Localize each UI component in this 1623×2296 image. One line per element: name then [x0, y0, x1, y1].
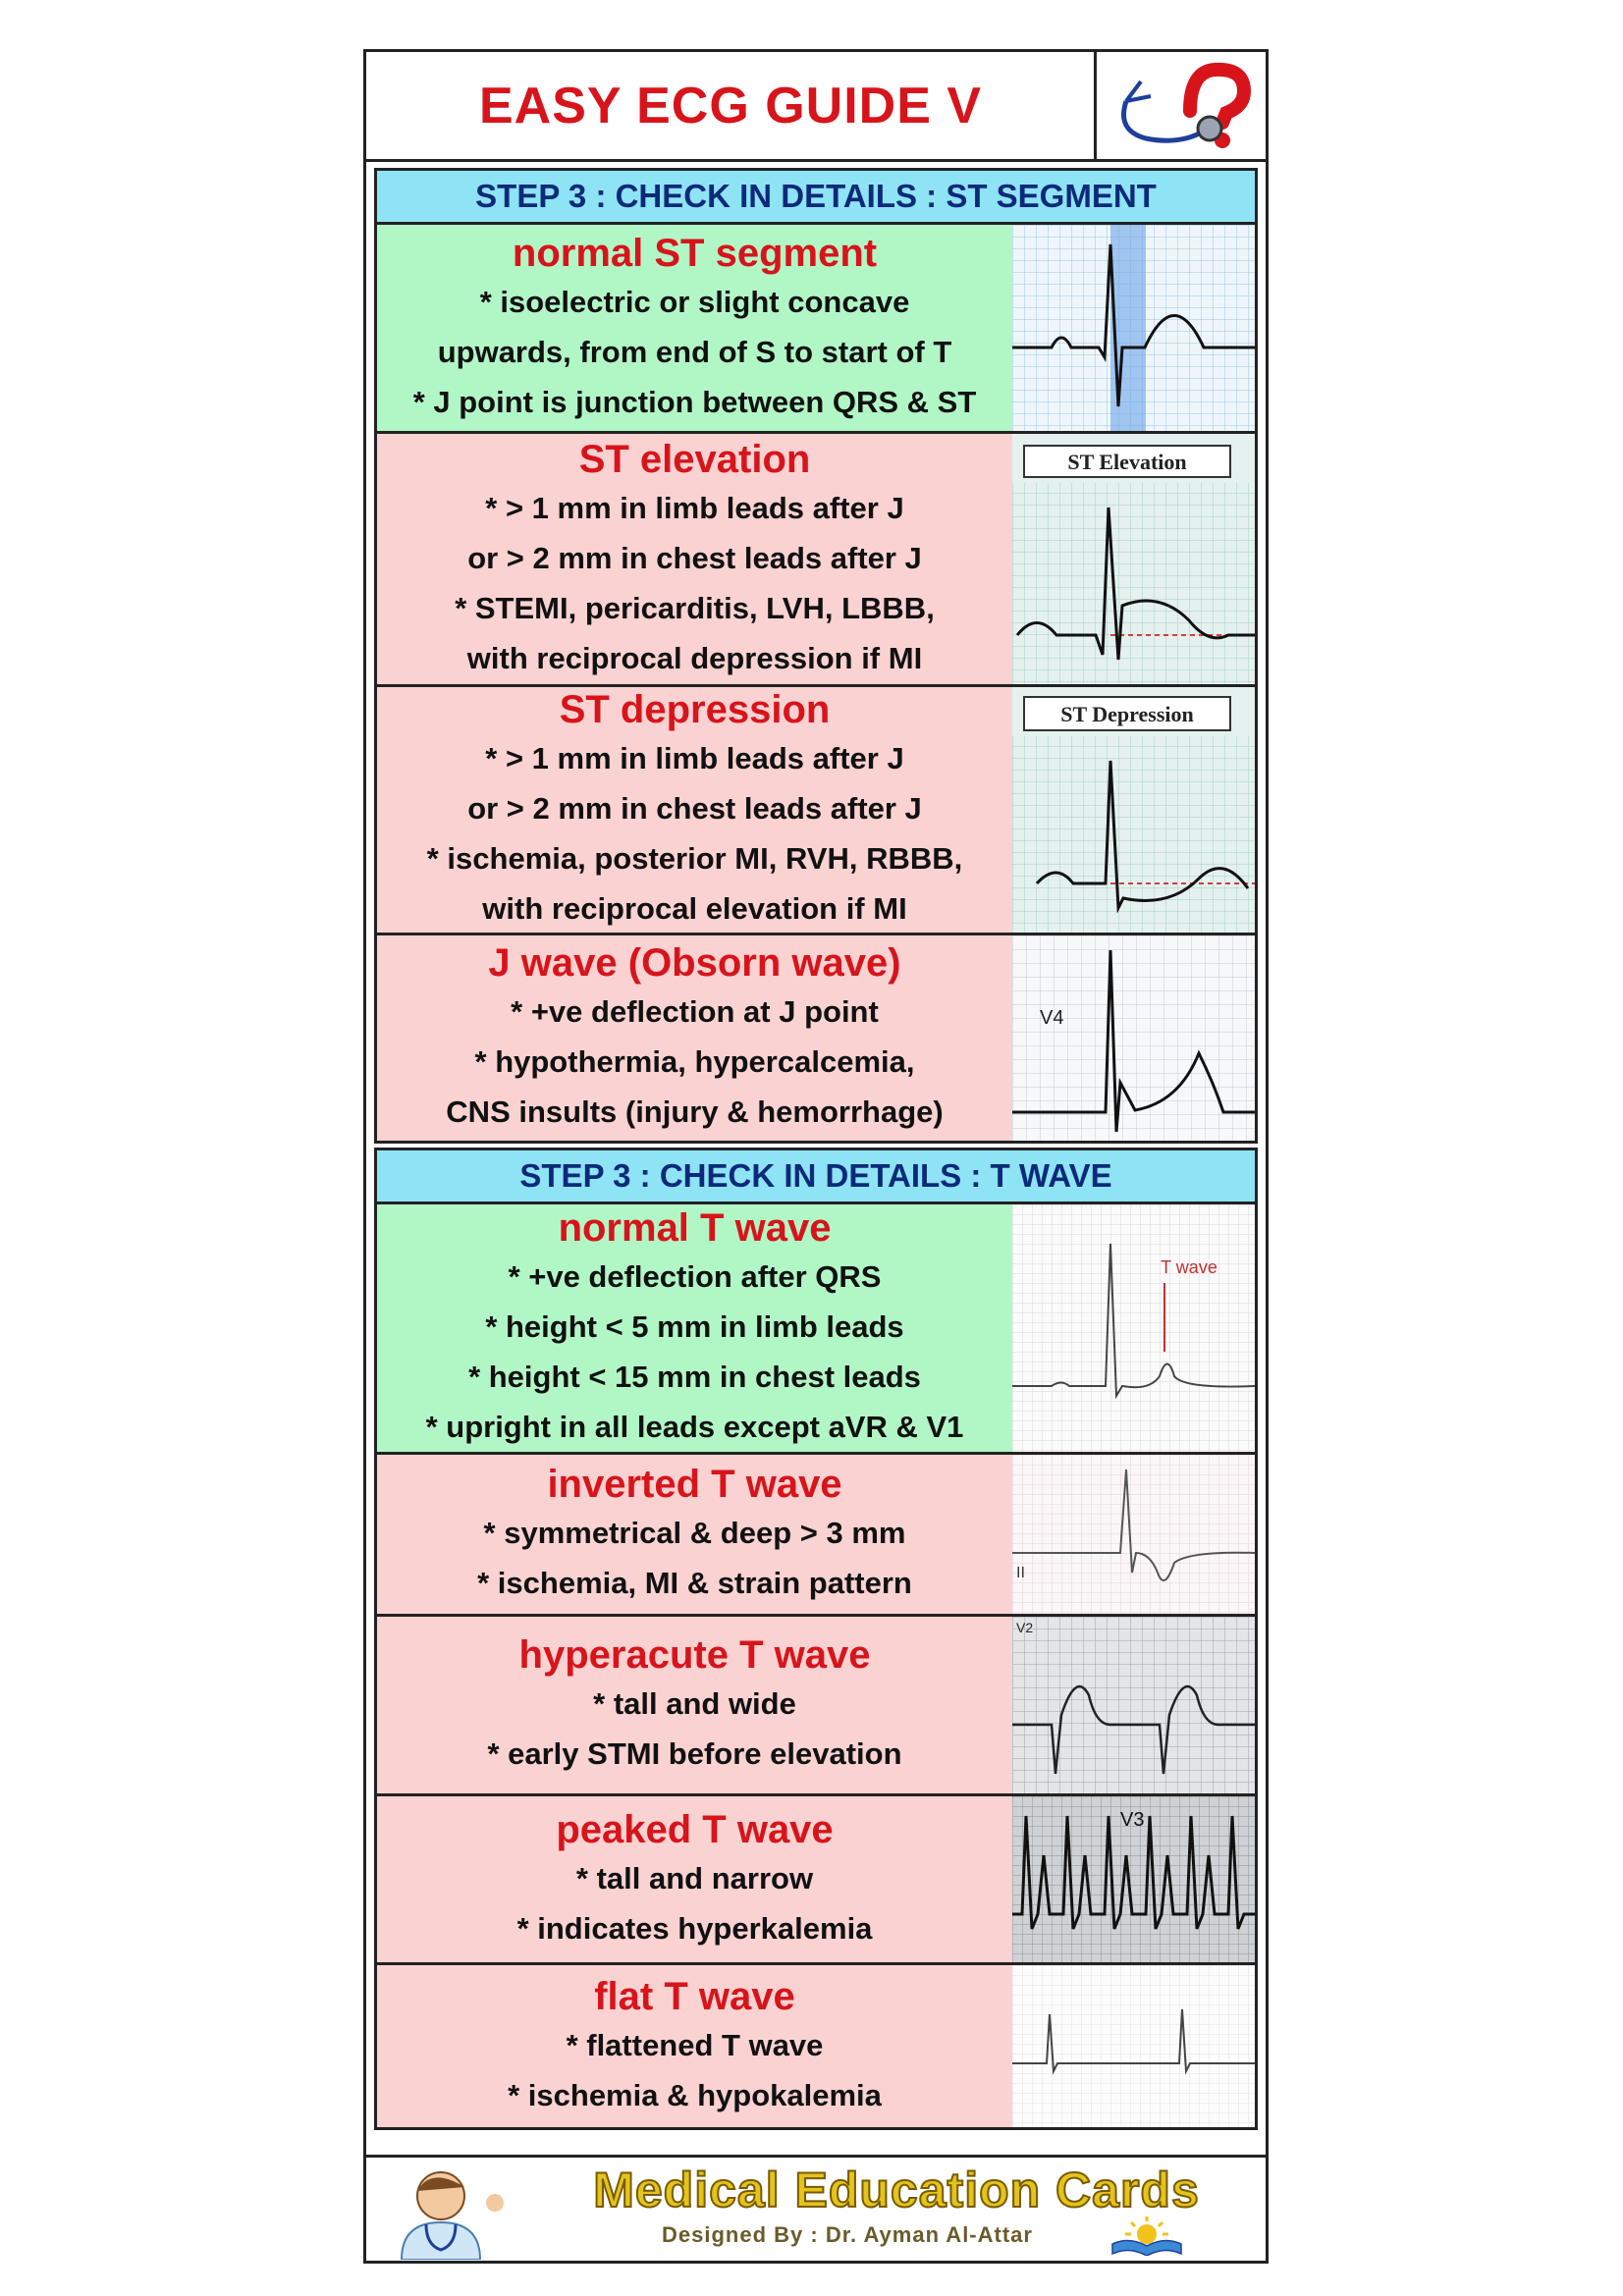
row-line: * flattened T wave	[566, 2027, 824, 2062]
row-line: * ischemia, posterior MI, RVH, RBBB,	[426, 841, 963, 876]
footer-title: Medical Education Cards	[592, 2162, 1200, 2218]
image-label: II	[1016, 1565, 1025, 1581]
row-line: * +ve deflection after QRS	[508, 1259, 882, 1294]
row-line: * > 1 mm in limb leads after J	[485, 490, 904, 525]
row-heading: peaked T wave	[556, 1807, 834, 1851]
row-line: * hypothermia, hypercalcemia,	[474, 1044, 915, 1079]
row-line: * ischemia & hypokalemia	[508, 2077, 882, 2112]
row-heading: flat T wave	[594, 1974, 795, 2018]
row-line: with reciprocal depression if MI	[466, 640, 923, 675]
row-line: * +ve deflection at J point	[511, 994, 879, 1029]
row-text: inverted T wave * symmetrical & deep > 3…	[377, 1455, 1015, 1614]
image-label: T wave	[1161, 1257, 1217, 1277]
row-heading: ST elevation	[578, 437, 811, 481]
ecg-st-depression-image: ST Depression	[1012, 687, 1255, 933]
row-st-depression: ST depression * > 1 mm in limb leads aft…	[374, 687, 1258, 935]
ecg-peaked-t-wave-image: V3	[1012, 1796, 1255, 1962]
row-st-elevation: ST elevation * > 1 mm in limb leads afte…	[374, 434, 1258, 687]
row-heading: hyperacute T wave	[518, 1633, 871, 1677]
ecg-hyperacute-t-wave-image: V2	[1012, 1617, 1255, 1793]
row-text: normal ST segment * isoelectric or sligh…	[377, 225, 1015, 431]
image-label: ST Depression	[1060, 702, 1194, 726]
row-heading: inverted T wave	[547, 1463, 842, 1506]
row-line: * height < 15 mm in chest leads	[468, 1360, 921, 1394]
row-text: normal T wave * +ve deflection after QRS…	[377, 1204, 1015, 1452]
row-normal-st-segment: normal ST segment * isoelectric or sligh…	[374, 225, 1258, 434]
title-bar: EASY ECG GUIDE V	[366, 52, 1266, 162]
row-line: * > 1 mm in limb leads after J	[485, 741, 904, 775]
row-heading: ST depression	[559, 688, 831, 731]
row-line: * isoelectric or slight concave	[479, 284, 910, 319]
row-line: * symmetrical & deep > 3 mm	[483, 1516, 906, 1550]
row-text: J wave (Obsorn wave) * +ve deflection at…	[377, 935, 1015, 1141]
row-line: or > 2 mm in chest leads after J	[467, 791, 922, 826]
row-line: upwards, from end of S to start of T	[437, 334, 952, 369]
row-line: or > 2 mm in chest leads after J	[467, 540, 922, 575]
image-label: ST Elevation	[1067, 450, 1186, 474]
row-j-wave: J wave (Obsorn wave) * +ve deflection at…	[374, 935, 1258, 1144]
row-inverted-t-wave: inverted T wave * symmetrical & deep > 3…	[374, 1455, 1258, 1617]
footer: Medical Education Cards Designed By : Dr…	[366, 2155, 1266, 2261]
row-line: * indicates hyperkalemia	[516, 1910, 873, 1946]
row-hyperacute-t-wave: hyperacute T wave * tall and wide * earl…	[374, 1617, 1258, 1796]
row-text: ST depression * > 1 mm in limb leads aft…	[377, 687, 1015, 933]
footer-credit: Designed By : Dr. Ayman Al-Attar	[662, 2222, 1033, 2247]
row-line: CNS insults (injury & hemorrhage)	[446, 1095, 944, 1129]
row-line: * STEMI, pericarditis, LVH, LBBB,	[455, 590, 935, 625]
row-line: with reciprocal elevation if MI	[482, 891, 907, 926]
row-line: * height < 5 mm in limb leads	[485, 1309, 904, 1344]
row-line: * tall and narrow	[575, 1860, 814, 1896]
row-line: * upright in all leads except aVR & V1	[425, 1410, 964, 1444]
page-title: EASY ECG GUIDE V	[478, 77, 983, 134]
row-line: * tall and wide	[593, 1686, 796, 1721]
row-normal-t-wave: normal T wave * +ve deflection after QRS…	[374, 1204, 1258, 1455]
row-heading: normal ST segment	[512, 231, 878, 275]
ecg-st-elevation-image: ST Elevation	[1012, 434, 1255, 684]
ecg-guide-card: EASY ECG GUIDE V STEP 3 : CHECK IN DETAI…	[363, 49, 1269, 2264]
row-line: * early STMI before elevation	[487, 1736, 902, 1771]
doctor-mascot-icon	[372, 2162, 519, 2261]
row-heading: normal T wave	[558, 1206, 832, 1250]
row-line: * ischemia, MI & strain pattern	[477, 1566, 912, 1600]
ecg-normal-t-wave-image: T wave	[1012, 1204, 1255, 1452]
ecg-inverted-t-wave-image: II	[1012, 1455, 1255, 1614]
row-text: peaked T wave * tall and narrow * indica…	[377, 1796, 1015, 1962]
ecg-normal-st-image	[1012, 225, 1255, 431]
row-text: hyperacute T wave * tall and wide * earl…	[377, 1617, 1015, 1793]
row-text: ST elevation * > 1 mm in limb leads afte…	[377, 434, 1015, 684]
image-label: V2	[1016, 1620, 1033, 1635]
row-line: * J point is junction between QRS & ST	[412, 384, 977, 419]
image-label: V3	[1120, 1809, 1144, 1831]
row-flat-t-wave: flat T wave * flattened T wave * ischemi…	[374, 1965, 1258, 2130]
ecg-flat-t-wave-image	[1012, 1965, 1255, 2127]
image-label: V4	[1040, 1007, 1063, 1029]
row-peaked-t-wave: peaked T wave * tall and narrow * indica…	[374, 1796, 1258, 1965]
section-header-t-wave: STEP 3 : CHECK IN DETAILS : T WAVE	[374, 1148, 1258, 1204]
row-heading: J wave (Obsorn wave)	[488, 941, 901, 985]
open-book-sun-icon	[1108, 2215, 1186, 2257]
stethoscope-question-icon	[1094, 52, 1266, 159]
row-text: flat T wave * flattened T wave * ischemi…	[377, 1965, 1015, 2127]
section-header-st-segment: STEP 3 : CHECK IN DETAILS : ST SEGMENT	[374, 168, 1258, 225]
ecg-j-wave-image: V4	[1012, 935, 1255, 1141]
